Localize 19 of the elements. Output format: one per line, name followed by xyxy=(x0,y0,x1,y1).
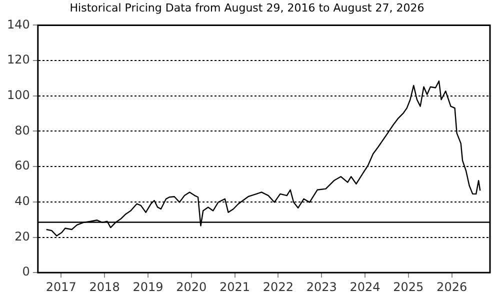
chart-title: Historical Pricing Data from August 29, 2016 to August 27, 2026 xyxy=(70,1,424,14)
x-tick-label: 2021 xyxy=(220,280,250,294)
y-tick-label: 0 xyxy=(22,264,30,279)
y-tick-label: 120 xyxy=(7,52,30,67)
x-tick-label: 2022 xyxy=(262,280,294,294)
x-tick-label: 2024 xyxy=(350,280,380,294)
y-tick-label: 20 xyxy=(14,229,30,244)
y-tick-label: 80 xyxy=(14,123,30,138)
y-tick-label: 140 xyxy=(7,17,30,32)
x-tick-label: 2025 xyxy=(393,280,424,294)
x-tick-label: 2026 xyxy=(436,280,468,294)
x-tick-label: 2020 xyxy=(176,280,207,294)
y-tick-label: 40 xyxy=(14,194,30,208)
y-tick-label: 100 xyxy=(7,88,30,102)
x-tick-label: 2023 xyxy=(306,280,337,294)
x-tick-label: 2017 xyxy=(46,280,76,294)
x-tick-label: 2018 xyxy=(89,280,120,294)
x-tick-label: 2019 xyxy=(132,280,164,294)
y-tick-label: 60 xyxy=(14,158,30,173)
